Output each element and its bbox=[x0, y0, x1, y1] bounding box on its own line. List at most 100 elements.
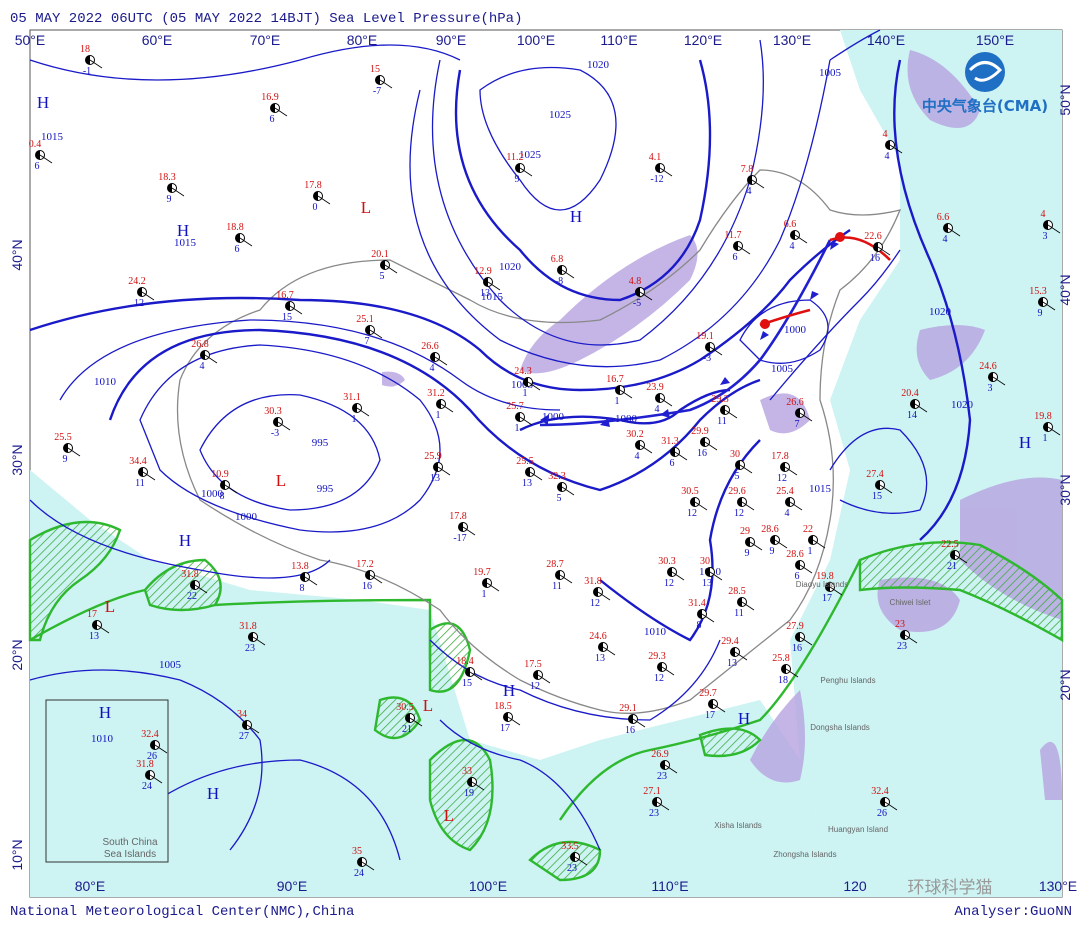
wind-barb bbox=[317, 195, 331, 205]
station-dewpoint: 21 bbox=[402, 724, 412, 735]
wind-barb bbox=[789, 501, 803, 511]
wind-barb bbox=[379, 79, 393, 89]
station-temperature: 19.1 bbox=[696, 331, 714, 342]
station-temperature: 4.1 bbox=[649, 152, 662, 163]
station-temperature: 16.9 bbox=[261, 92, 279, 103]
wind-barb bbox=[224, 484, 238, 494]
station-temperature: 13.8 bbox=[291, 561, 309, 572]
station-temperature: 29.9 bbox=[691, 426, 709, 437]
wind-barb bbox=[154, 744, 168, 754]
station-dewpoint: 0 bbox=[313, 202, 318, 213]
wind-barb bbox=[664, 764, 678, 774]
station-temperature: 25.8 bbox=[772, 653, 790, 664]
isobar-label: 1020 bbox=[587, 59, 610, 71]
station-temperature: 18.3 bbox=[158, 172, 176, 183]
wind-barb bbox=[659, 167, 673, 177]
wind-barb bbox=[252, 636, 266, 646]
station-temperature: 31.4 bbox=[688, 598, 706, 609]
station-temperature: 25.5 bbox=[516, 456, 534, 467]
station-cloud bbox=[557, 265, 562, 275]
station-cloud bbox=[300, 572, 305, 582]
wind-barb bbox=[67, 447, 81, 457]
station-dewpoint: 13 bbox=[522, 478, 532, 489]
station-temperature: 26.8 bbox=[191, 339, 209, 350]
latitude-label: 50°N bbox=[1057, 84, 1073, 115]
station-temperature: 31.2 bbox=[427, 388, 445, 399]
pressure-center: H bbox=[738, 709, 750, 728]
pressure-center: H bbox=[570, 207, 582, 226]
station-cloud bbox=[667, 567, 672, 577]
wind-barb bbox=[239, 237, 253, 247]
station-dewpoint: 6 bbox=[795, 571, 800, 582]
station-temperature: 16.7 bbox=[276, 290, 294, 301]
station-dewpoint: 4 bbox=[635, 451, 640, 462]
wind-barb bbox=[469, 671, 483, 681]
station-cloud bbox=[458, 522, 463, 532]
station-cloud bbox=[515, 412, 520, 422]
station-dewpoint: 6 bbox=[670, 458, 675, 469]
station-dewpoint: 7 bbox=[365, 336, 370, 347]
isobar-label: 1020 bbox=[951, 399, 974, 411]
station-dewpoint: 16 bbox=[625, 725, 635, 736]
wind-barb bbox=[409, 717, 423, 727]
station-cloud bbox=[795, 560, 800, 570]
station-temperature: 27.9 bbox=[786, 621, 804, 632]
isobar-label: 1025 bbox=[549, 109, 572, 121]
station-dewpoint: 16 bbox=[697, 448, 707, 459]
pressure-center: L bbox=[361, 198, 371, 217]
station-cloud bbox=[770, 535, 775, 545]
station-cloud bbox=[635, 287, 640, 297]
wind-barb bbox=[709, 571, 723, 581]
station-dewpoint: 13 bbox=[89, 631, 99, 642]
wind-barb bbox=[369, 329, 383, 339]
wind-barb bbox=[440, 403, 454, 413]
station-dewpoint: 5 bbox=[380, 271, 385, 282]
inset-label: Sea Islands bbox=[104, 849, 156, 860]
station-dewpoint: 26 bbox=[877, 808, 887, 819]
wind-barb bbox=[799, 412, 813, 422]
wind-barb bbox=[171, 187, 185, 197]
station-cloud bbox=[270, 103, 275, 113]
station-cloud bbox=[720, 405, 725, 415]
pressure-center: L bbox=[105, 597, 115, 616]
station-dewpoint: 8 bbox=[300, 583, 305, 594]
wind-barb bbox=[674, 451, 688, 461]
station-dewpoint: -12 bbox=[650, 174, 663, 185]
wind-barb bbox=[304, 576, 318, 586]
station-temperature: 15 bbox=[370, 64, 380, 75]
station-dewpoint: 12 bbox=[734, 508, 744, 519]
station-temperature: 25.7 bbox=[506, 401, 524, 412]
station-temperature: 15.3 bbox=[1029, 286, 1047, 297]
longitude-label: 70°E bbox=[250, 32, 281, 48]
station-temperature: 30 bbox=[730, 449, 740, 460]
isobar-label: 1000 bbox=[235, 511, 258, 523]
station-dewpoint: 16 bbox=[792, 643, 802, 654]
convection-areas bbox=[28, 520, 1064, 882]
wind-barb bbox=[561, 486, 575, 496]
station-cloud bbox=[730, 647, 735, 657]
station-dewpoint: 9 bbox=[515, 174, 520, 185]
station-dewpoint: 11 bbox=[734, 608, 744, 619]
longitude-label: 90°E bbox=[277, 878, 308, 894]
station-cloud bbox=[737, 497, 742, 507]
station-cloud bbox=[635, 440, 640, 450]
station-cloud bbox=[248, 632, 253, 642]
station-temperature: 29.6 bbox=[728, 486, 746, 497]
isobar-label: 995 bbox=[312, 437, 329, 449]
logo-mark bbox=[968, 61, 1003, 82]
station-temperature: 17.8 bbox=[771, 451, 789, 462]
station-cloud bbox=[365, 570, 370, 580]
station-dewpoint: 12 bbox=[654, 673, 664, 684]
station-temperature: 17.8 bbox=[304, 180, 322, 191]
station-temperature: 28.6 bbox=[761, 524, 779, 535]
station-temperature: 32.4 bbox=[141, 729, 159, 740]
station-dewpoint: 13 bbox=[480, 288, 490, 299]
station-dewpoint: 9 bbox=[63, 454, 68, 465]
wind-barb bbox=[737, 245, 751, 255]
station-temperature: 18 bbox=[80, 44, 90, 55]
wind-barb bbox=[204, 354, 218, 364]
station-cloud bbox=[615, 385, 620, 395]
station-cloud bbox=[167, 183, 172, 193]
station-temperature: 25.1 bbox=[356, 314, 374, 325]
